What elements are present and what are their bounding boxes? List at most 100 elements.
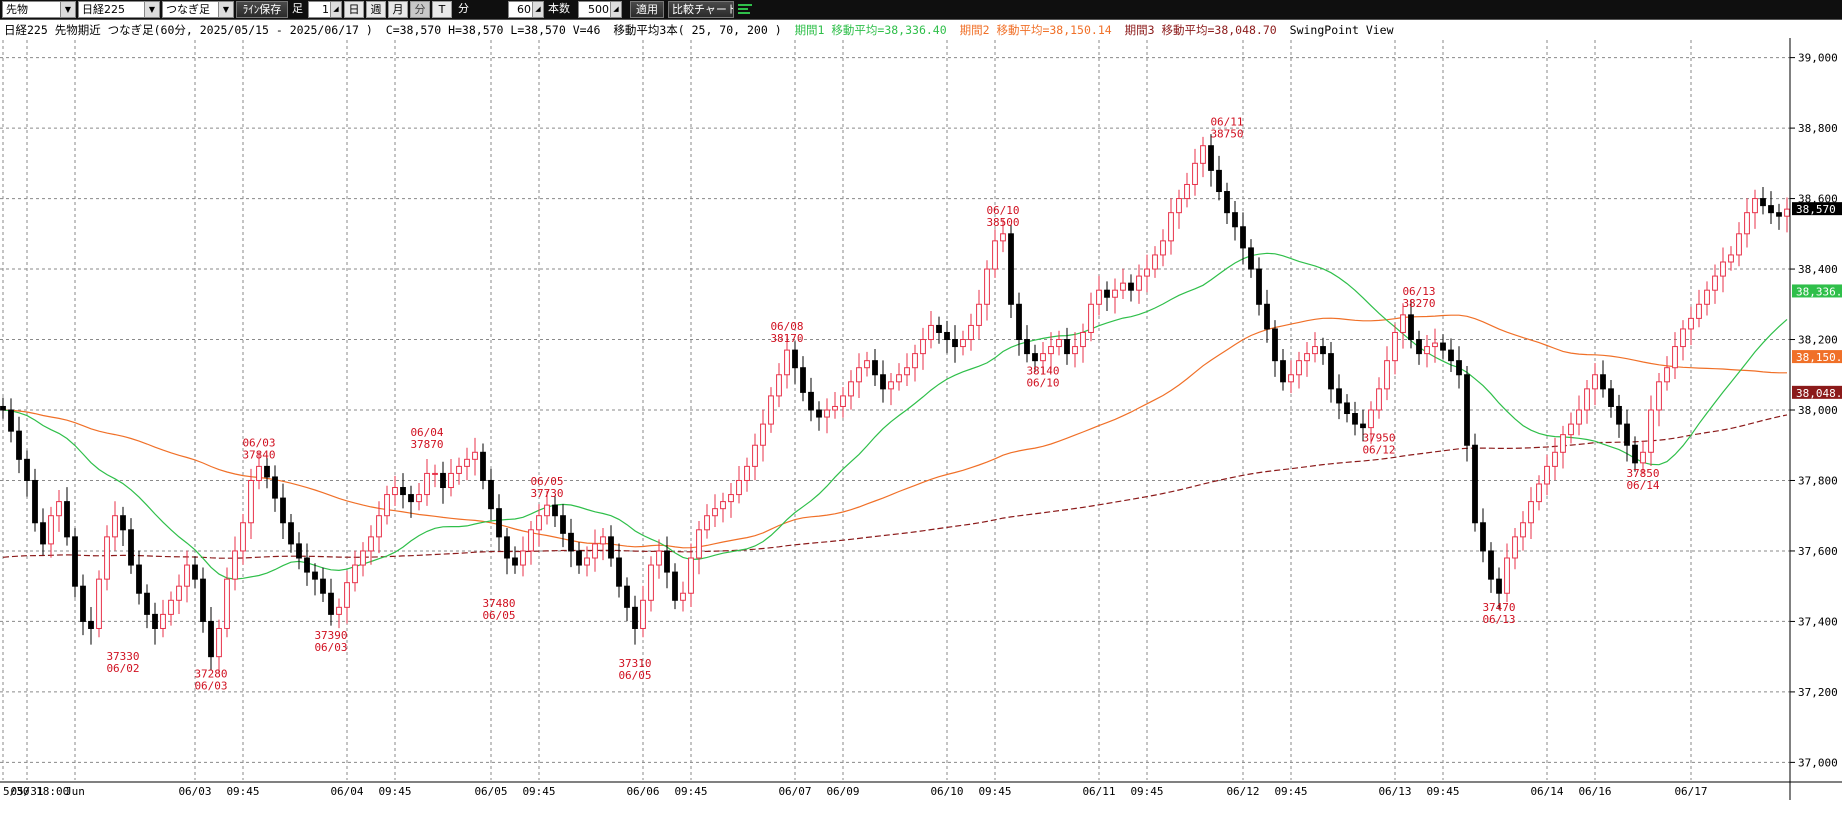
candle-body [544,504,550,517]
candle-body [736,479,742,496]
candle-body [584,557,590,566]
chevron-down-icon: ▼ [218,2,233,17]
candles [0,134,1790,673]
market-select[interactable]: 先物 ▼ [2,1,76,18]
candle-body [1744,212,1750,235]
bars-input[interactable]: 500 ◢ [578,1,622,18]
candle-body [1472,444,1478,524]
period-minute-button[interactable]: 分 [410,1,430,18]
ma2-readout: 期間2 移動平均=38,150.14 [959,23,1112,37]
candle-body [688,557,694,594]
candle-body [1656,381,1662,411]
candle-body [1600,374,1606,390]
y-tick-label: 38,000 [1798,404,1838,417]
swing-price-label: 37390 [314,629,347,642]
chart-settings-icon[interactable] [738,3,754,16]
line-save-button[interactable]: ﾗｲﾝ保存 [236,1,288,18]
candle-body [888,381,894,390]
minute-input[interactable]: 60 ◢ [508,1,544,18]
candle-body [1056,339,1062,348]
candle-body [376,515,382,538]
period-day-button[interactable]: 日 [344,1,364,18]
compare-chart-button[interactable]: 比較チャート [668,1,734,18]
candle-body [488,479,494,510]
candle-body [128,529,134,566]
candle-body [1536,483,1542,503]
candle-body [1512,536,1518,559]
candle-body [40,522,46,545]
swing-date-label: 06/14 [1626,479,1659,492]
candle-body [448,472,454,489]
candle-body [808,391,814,411]
candle-body [120,515,126,531]
minute-value: 60 [517,3,531,16]
bar-count-input[interactable]: 1 ◢ [308,1,342,18]
chevron-down-icon: ▼ [144,2,159,17]
candle-body [1320,346,1326,355]
x-tick-label: 06/09 [826,785,859,798]
candle-body [816,409,822,418]
x-tick-label: 06/03 [178,785,211,798]
period-month-button[interactable]: 月 [388,1,408,18]
x-tick-label: 06/16 [1578,785,1611,798]
candle-body [1640,451,1646,464]
candle-body [240,522,246,552]
candle-body [1552,451,1558,467]
candle-body [1488,550,1494,580]
candle-body [976,303,982,326]
candle-body [1624,423,1630,446]
spinner-icon[interactable]: ◢ [610,2,621,17]
candle-body [256,465,262,481]
series-select[interactable]: つなぎ足 ▼ [162,1,234,18]
candle-body [504,536,510,559]
candle-body [1088,303,1094,333]
moving-averages [2,252,1788,580]
apply-button[interactable]: 適用 [630,1,664,18]
candle-body [1664,367,1670,383]
y-tick-label: 37,800 [1798,474,1838,487]
candle-body [880,374,886,390]
swing-date-label: 06/03 [314,641,347,654]
candle-body [896,374,902,383]
swing-price-label: 37280 [194,668,227,681]
view-mode-label: SwingPoint View [1289,23,1394,37]
candle-body [1528,501,1534,524]
candle-body [336,606,342,615]
swing-date-label: 06/13 [1402,285,1435,298]
candle-body [1040,353,1046,362]
swing-date-label: 06/05 [530,475,563,488]
period-week-button[interactable]: 週 [366,1,386,18]
period-tick-button[interactable]: T [432,1,452,18]
candle-body [856,367,862,383]
bars-value: 500 [588,3,609,16]
candle-body [832,405,838,411]
candle-body [112,515,118,538]
y-tick-label: 38,200 [1798,334,1838,347]
candle-body [280,497,286,524]
spinner-icon[interactable]: ◢ [532,2,543,17]
candle-body [296,543,302,559]
candle-body [1496,578,1502,594]
candle-body [1240,226,1246,249]
candle-body [72,536,78,587]
spinner-icon[interactable]: ◢ [330,2,341,17]
candle-body [536,515,542,531]
symbol-select[interactable]: 日経225 ▼ [78,1,160,18]
swing-date-label: 06/04 [410,426,443,439]
candle-body [1232,212,1238,228]
candle-body [152,613,158,629]
swing-price-label: 37870 [410,438,443,451]
candle-body [528,529,534,552]
candle-body [1688,317,1694,330]
candle-body [224,578,230,629]
candle-body [320,578,326,594]
candle-body [1136,275,1142,291]
ohlc-readout: C=38,570 H=38,570 L=38,570 V=46 [385,23,601,37]
x-tick-label: 09:45 [1426,785,1459,798]
candle-body [288,522,294,545]
x-tick-label: 06/13 [1378,785,1411,798]
candle-body [1096,289,1102,305]
